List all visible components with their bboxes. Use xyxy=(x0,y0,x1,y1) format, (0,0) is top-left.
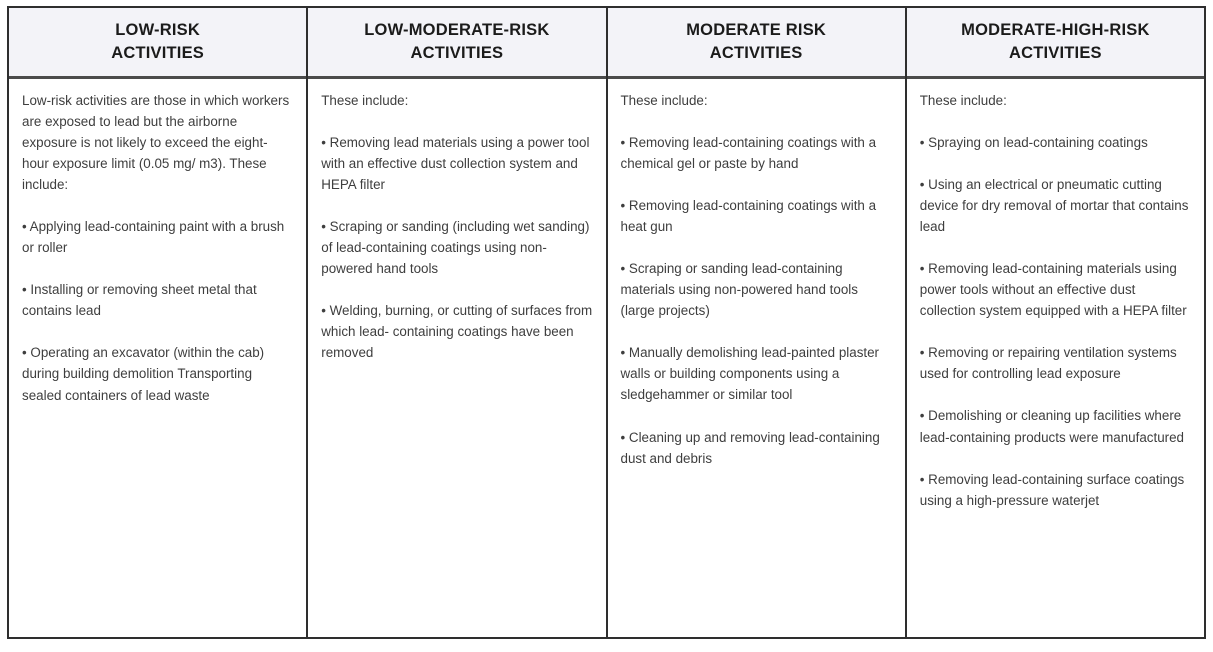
bullet-item: • Welding, burning, or cutting of surfac… xyxy=(321,303,593,361)
bullet-item: • Removing lead materials using a power … xyxy=(321,135,590,193)
bullet-item: • Removing lead-containing coatings with… xyxy=(620,198,877,235)
bullet-item: • Removing lead-containing materials usi… xyxy=(919,261,1187,319)
column-low-risk: LOW-RISK ACTIVITIES Low-risk activities … xyxy=(9,8,307,637)
header-title-line: LOW-MODERATE-RISK xyxy=(364,20,550,39)
column-body-low-risk: Low-risk activities are those in which w… xyxy=(9,79,307,637)
header-title-line: LOW-RISK xyxy=(115,20,200,39)
column-moderate-risk: MODERATE RISK ACTIVITIES These include: … xyxy=(605,8,905,637)
header-title-line: MODERATE-HIGH-RISK xyxy=(961,20,1150,39)
header-title-line: MODERATE RISK xyxy=(686,20,827,39)
intro-text: These include: xyxy=(620,93,708,108)
bullet-item: • Spraying on lead-containing coatings xyxy=(919,135,1148,151)
intro-text: These include: xyxy=(321,93,409,108)
column-header-moderate-high-risk: MODERATE-HIGH-RISK ACTIVITIES xyxy=(906,8,1204,79)
column-moderate-high-risk: MODERATE-HIGH-RISK ACTIVITIES These incl… xyxy=(904,8,1204,637)
intro-text: Low-risk activities are those in which w… xyxy=(22,93,290,193)
bullet-item: • Operating an excavator (within the cab… xyxy=(22,345,265,403)
header-title-line: ACTIVITIES xyxy=(1008,44,1102,62)
column-body-moderate-risk: These include: • Removing lead-containin… xyxy=(607,79,905,637)
bullet-item: • Installing or removing sheet metal tha… xyxy=(22,282,257,319)
bullet-item: • Removing lead-containing coatings with… xyxy=(620,135,877,172)
bullet-item: • Scraping or sanding lead-containing ma… xyxy=(620,261,858,319)
intro-text: These include: xyxy=(919,93,1007,108)
header-title-line: ACTIVITIES xyxy=(111,44,204,62)
bullet-item: • Cleaning up and removing lead-containi… xyxy=(620,429,880,466)
column-header-moderate-risk: MODERATE RISK ACTIVITIES xyxy=(607,8,905,79)
column-header-low-risk: LOW-RISK ACTIVITIES xyxy=(9,8,307,79)
bullet-item: • Removing lead-containing surface coati… xyxy=(919,471,1185,508)
column-header-low-moderate-risk: LOW-MODERATE-RISK ACTIVITIES xyxy=(308,8,606,79)
column-body-moderate-high-risk: These include: • Spraying on lead-contai… xyxy=(906,79,1204,637)
column-low-moderate-risk: LOW-MODERATE-RISK ACTIVITIES These inclu… xyxy=(306,8,606,637)
bullet-item: • Scraping or sanding (including wet san… xyxy=(321,219,590,277)
bullet-item: • Manually demolishing lead-painted plas… xyxy=(620,345,880,403)
bullet-item: • Applying lead-containing paint with a … xyxy=(22,219,285,256)
risk-table: LOW-RISK ACTIVITIES Low-risk activities … xyxy=(7,6,1206,639)
bullet-item: • Using an electrical or pneumatic cutti… xyxy=(919,177,1189,235)
bullet-item: • Demolishing or cleaning up facilities … xyxy=(919,408,1184,445)
header-title-line: ACTIVITIES xyxy=(410,44,504,62)
column-body-low-moderate-risk: These include: • Removing lead materials… xyxy=(308,79,606,637)
bullet-item: • Removing or repairing ventilation syst… xyxy=(919,345,1177,382)
header-title-line: ACTIVITIES xyxy=(709,44,803,62)
